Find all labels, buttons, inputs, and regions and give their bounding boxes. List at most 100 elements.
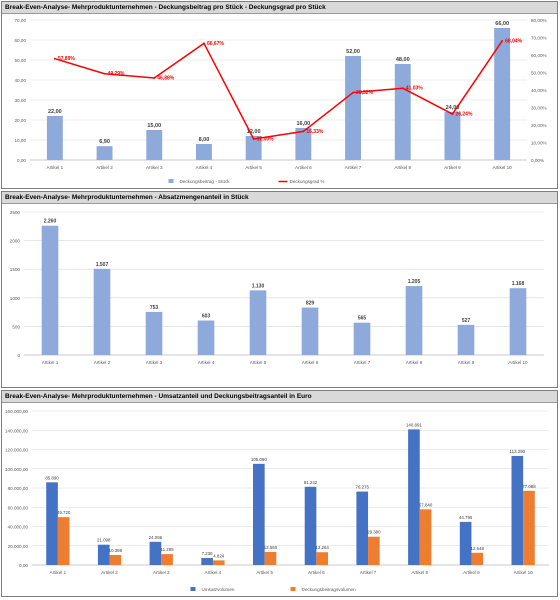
legend-swatch: [190, 587, 196, 591]
x-tick-label: Artikel 2: [96, 165, 113, 170]
bar: [523, 490, 535, 565]
legend-label: Deckungsbeitrag - Stück: [180, 179, 231, 184]
chart-panel-3: Break-Even-Analyse- Mehrproduktunternehm…: [1, 390, 558, 597]
x-tick-label: Artikel 1: [47, 165, 64, 170]
bar: [212, 560, 225, 565]
x-tick-label: Artikel 6: [302, 360, 319, 365]
chart-2-svg: 0 500 1000 1500 2000 2500 Artikel 1 Artikel 2 Ar…: [10, 210, 544, 365]
legend-swatch: [168, 179, 174, 183]
bar-value-label: 66,00: [495, 21, 509, 27]
bar: [197, 320, 215, 355]
bar-value-label: 12.648: [471, 546, 485, 551]
bar: [459, 521, 472, 565]
bar: [253, 463, 265, 565]
bar-value-label: 10.398: [109, 548, 123, 553]
bar-value-label: 527: [462, 318, 471, 324]
bar-value-label: 12,00: [247, 129, 261, 135]
x-tick-label: Artikel 5: [256, 570, 273, 575]
bar-value-label: 13.560: [264, 545, 278, 550]
y-tick-label: 0,00: [17, 158, 26, 163]
bar-value-label: 1.130: [252, 283, 265, 289]
bar: [161, 554, 173, 565]
x-tick-label: Artikel 2: [94, 360, 111, 365]
bar: [405, 286, 423, 355]
line-point: [501, 40, 504, 42]
y-tick-label: 80.000,00: [8, 486, 29, 491]
bar-value-label: 44.795: [459, 515, 473, 520]
chart-2-title: Break-Even-Analyse- Mehrproduktunternehm…: [2, 192, 557, 204]
bar: [245, 136, 262, 160]
y-tick-label: 2500: [10, 210, 21, 215]
line-value-label: 68,04%: [505, 38, 523, 44]
x-tick-label: Artikel 10: [508, 360, 528, 365]
bar-value-label: 85.890: [45, 475, 59, 480]
chart-1-svg: 0,00 10,00 20,00 30,00 40,00 50,00 60,00 70,00 0…: [15, 18, 547, 184]
bar-value-label: 6,90: [99, 139, 110, 145]
chart-panel-2: Break-Even-Analyse- Mehrproduktunternehm…: [1, 191, 558, 388]
bar-value-label: 829: [306, 301, 315, 307]
line-point: [252, 138, 255, 140]
bar-value-label: 1.168: [512, 281, 525, 287]
y-tick-label: 20.000,00: [8, 544, 29, 549]
line-point: [203, 42, 205, 45]
x-tick-label: Artikel 9: [463, 570, 480, 575]
y2-tick-label: 40,00%: [531, 88, 547, 93]
chart-3-svg: 0,00 20.000,00 40.000,00 60.000,00 80.000,00…: [5, 409, 549, 592]
x-tick-label: Artikel 4: [205, 570, 222, 575]
bar-value-label: 48,00: [396, 57, 410, 63]
line-point: [451, 113, 454, 115]
line-value-label: 41,03%: [406, 86, 424, 92]
bar: [345, 56, 362, 160]
bar: [511, 455, 524, 565]
bar-value-label: 603: [202, 314, 211, 320]
y-tick-label: 120.000,00: [5, 448, 28, 453]
line-point: [153, 77, 156, 79]
line-point: [53, 57, 56, 60]
bar: [201, 558, 213, 565]
bar-value-label: 113.290: [510, 449, 526, 454]
bar-value-label: 52,00: [346, 49, 360, 55]
bar-value-label: 16,00: [296, 121, 310, 127]
x-tick-label: Artikel 9: [458, 360, 475, 365]
line-value-label: 57,89%: [58, 56, 76, 62]
x-tick-label: Artikel 5: [250, 360, 267, 365]
bar-value-label: 24.096: [149, 535, 163, 540]
y-tick-label: 40.000,00: [8, 525, 29, 530]
bar: [471, 552, 484, 565]
y-tick-label: 140.000,00: [5, 428, 28, 433]
x-tick-label: Artikel 10: [514, 570, 534, 575]
bar-value-label: 29.380: [367, 530, 381, 535]
bar: [146, 130, 163, 160]
bar: [46, 116, 63, 160]
bar: [145, 311, 163, 355]
y2-tick-label: 30,00%: [531, 106, 547, 111]
x-tick-label: Artikel 7: [360, 570, 377, 575]
y-tick-label: 500: [12, 324, 20, 329]
bar-value-label: 4.824: [213, 553, 225, 558]
y2-tick-label: 50,00%: [531, 71, 547, 76]
line-value-label: 26,24%: [455, 112, 473, 118]
x-tick-label: Artikel 7: [345, 165, 362, 170]
bar: [195, 144, 212, 160]
chart-panel-1: Break-Even-Analyse- Mehrproduktunternehm…: [1, 1, 558, 189]
y2-tick-label: 10,00%: [531, 141, 547, 146]
bar-value-label: 2.260: [44, 219, 57, 225]
y2-tick-label: 70,00%: [531, 36, 547, 41]
bar-value-label: 24,00: [446, 105, 460, 111]
bar: [301, 307, 319, 355]
chart-3-title: Break-Even-Analyse- Mehrproduktunternehm…: [2, 391, 557, 403]
bar-value-label: 49.720: [57, 510, 71, 515]
bar-value-label: 1.205: [408, 279, 421, 285]
bar: [304, 486, 317, 565]
line-value-label: 49,29%: [108, 71, 126, 77]
bar: [295, 128, 312, 160]
line-point: [302, 130, 305, 133]
x-tick-label: Artikel 7: [354, 360, 371, 365]
bar: [509, 288, 527, 355]
bar-value-label: 22,00: [48, 109, 62, 115]
bar: [96, 146, 113, 160]
bar: [394, 64, 411, 160]
x-tick-label: Artikel 3: [146, 165, 163, 170]
y2-tick-label: 80,00%: [531, 18, 547, 23]
line-series: [54, 40, 503, 140]
